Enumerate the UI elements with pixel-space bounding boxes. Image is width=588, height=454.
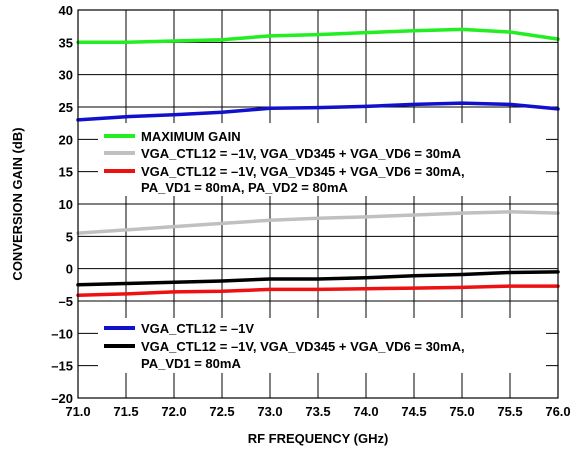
- series-vga-30ma: [76, 210, 560, 235]
- y-tick-labels: 40 35 30 25 20 15 10 5 0 –5 –10 –15 –20: [51, 3, 73, 406]
- x-tick-label: 75.0: [449, 404, 474, 419]
- x-tick-label: 76.0: [545, 404, 570, 419]
- x-axis-title: RF FREQUENCY (GHz): [248, 431, 389, 446]
- y-tick-label: –15: [51, 359, 73, 374]
- x-tick-label: 73.0: [257, 404, 282, 419]
- legend-label-vga-ctl12: VGA_CTL12 = –1V: [141, 321, 254, 336]
- y-tick-label: –10: [51, 326, 73, 341]
- y-tick-label: 10: [59, 197, 73, 212]
- legend-bottom-background: [98, 318, 546, 373]
- x-tick-label: 71.5: [113, 404, 138, 419]
- x-tick-label: 73.5: [305, 404, 330, 419]
- y-tick-label: 15: [59, 165, 73, 180]
- x-tick-label: 74.0: [353, 404, 378, 419]
- legend-label-pa-vd1-line1: VGA_CTL12 = –1V, VGA_VD345 + VGA_VD6 = 3…: [141, 339, 465, 354]
- x-tick-label: 74.5: [401, 404, 426, 419]
- series-pa-vd1: [76, 270, 560, 287]
- legend-label-maximum-gain: MAXIMUM GAIN: [141, 129, 241, 144]
- x-tick-label: 72.5: [209, 404, 234, 419]
- x-tick-labels: 71.0 71.5 72.0 72.5 73.0 73.5 74.0 74.5 75.0 75.5…: [65, 404, 570, 419]
- plot-border: [77, 9, 559, 399]
- x-tick-label: 71.0: [65, 404, 90, 419]
- legend-top: MAXIMUM GAIN VGA_CTL12 = –1V, VGA_VD345 …: [98, 123, 546, 196]
- y-tick-label: 40: [59, 3, 73, 18]
- legend-bottom: VGA_CTL12 = –1V VGA_CTL12 = –1V, VGA_VD3…: [98, 318, 546, 373]
- y-tick-label: 25: [59, 100, 73, 115]
- y-tick-label: 5: [66, 229, 73, 244]
- series-maximum-gain: [76, 27, 560, 45]
- legend-label-vga-30ma: VGA_CTL12 = –1V, VGA_VD345 + VGA_VD6 = 3…: [141, 146, 462, 161]
- y-tick-label: 35: [59, 35, 73, 50]
- y-tick-label: 30: [59, 68, 73, 83]
- x-tick-label: 75.5: [497, 404, 522, 419]
- series-pa-vd1-vd2: [76, 284, 560, 297]
- legend-top-background: [98, 123, 546, 196]
- y-tick-label: –5: [59, 294, 73, 309]
- y-tick-label: 20: [59, 132, 73, 147]
- series-vga-ctl12: [76, 101, 560, 122]
- series-lines: [76, 27, 560, 297]
- legend-label-pa-vd1-vd2-line2: PA_VD1 = 80mA, PA_VD2 = 80mA: [141, 180, 349, 195]
- y-tick-label: –20: [51, 391, 73, 406]
- y-axis-title: CONVERSION GAIN (dB): [10, 127, 25, 280]
- x-tick-label: 72.0: [161, 404, 186, 419]
- y-tick-label: 0: [66, 262, 73, 277]
- legend-label-pa-vd1-line2: PA_VD1 = 80mA: [141, 356, 241, 371]
- legend-label-pa-vd1-vd2-line1: VGA_CTL12 = –1V, VGA_VD345 + VGA_VD6 = 3…: [141, 164, 465, 179]
